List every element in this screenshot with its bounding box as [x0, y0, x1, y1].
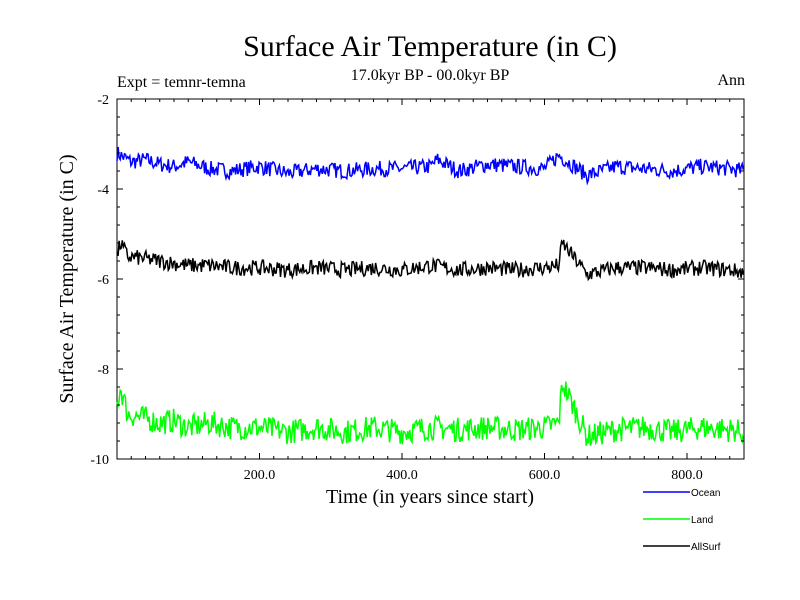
series-line-allsurf [116, 239, 745, 282]
plot-frame [116, 98, 745, 460]
y-tick-label: -10 [90, 453, 109, 468]
chart-subtitle: 17.0kyr BP - 00.0kyr BP [351, 67, 510, 84]
x-tick-label: 200.0 [244, 468, 276, 483]
y-tick-label: -6 [97, 273, 109, 288]
series-line-land [116, 381, 745, 446]
x-tick-label: 400.0 [386, 468, 418, 483]
period-label: Ann [717, 72, 745, 89]
legend-label-land: Land [691, 515, 713, 526]
y-tick-label: -2 [97, 93, 109, 108]
ticks-layer: 200.0 400.0 600.0 800.0 -10 -8 -6 -4 -2 [90, 93, 744, 483]
y-tick-label: -4 [97, 183, 109, 198]
x-tick-label: 800.0 [671, 468, 703, 483]
experiment-label: Expt = temnr-temna [117, 74, 246, 91]
series-layer [116, 146, 745, 446]
chart-title: Surface Air Temperature (in C) [243, 30, 617, 63]
legend-label-ocean: Ocean [691, 488, 720, 499]
y-axis-label: Surface Air Temperature (in C) [56, 154, 78, 403]
x-axis-label: Time (in years since start) [326, 486, 534, 508]
series-line-ocean [116, 146, 745, 186]
x-tick-label: 600.0 [529, 468, 561, 483]
legend: Ocean Land AllSurf [643, 488, 721, 553]
legend-label-allsurf: AllSurf [691, 542, 721, 553]
y-tick-label: -8 [97, 363, 109, 378]
